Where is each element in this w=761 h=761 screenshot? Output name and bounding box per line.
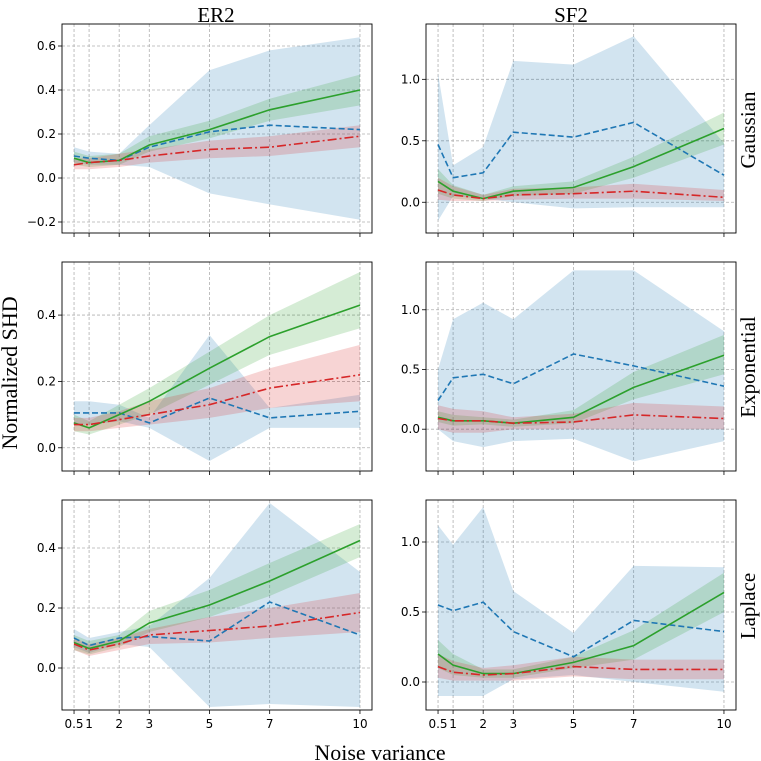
panel-sf2-gaussian: 0.0 0.5 1.0 xyxy=(401,23,737,237)
green-solid-line xyxy=(73,304,361,429)
y-tick-label: 0.0 xyxy=(37,441,56,455)
blue-dashed-line xyxy=(437,121,725,179)
series-group xyxy=(437,270,725,462)
blue-confidence-band xyxy=(438,270,724,462)
y-tick-label: 0.2 xyxy=(37,127,56,141)
blue-confidence-band xyxy=(74,335,360,461)
red-confidence-band xyxy=(74,344,360,432)
y-tick-label: 0.6 xyxy=(37,39,56,53)
y-tick-label: 0.4 xyxy=(37,308,56,322)
green-solid-line xyxy=(73,539,361,650)
x-tick-label: 10 xyxy=(716,717,731,731)
y-axis-label: Normalized SHD xyxy=(0,296,22,449)
x-tick-label: 3 xyxy=(509,717,517,731)
green-confidence-band xyxy=(74,524,360,655)
x-tick-label: 1 xyxy=(449,717,457,731)
y-tick-label: 0.4 xyxy=(37,541,56,555)
labels-group: ER2 SF2 Gaussian Exponential Laplace Nor… xyxy=(0,3,760,761)
x-tick-label: 5 xyxy=(570,717,578,731)
y-tick-label: 0.0 xyxy=(401,422,420,436)
blue-dashed-line xyxy=(73,124,361,162)
series-group xyxy=(437,507,725,696)
x-axis-label: Noise variance xyxy=(314,740,445,761)
y-tick-label: 0.0 xyxy=(37,171,56,185)
red-dashdot-line xyxy=(73,611,361,651)
x-tick-label: 10 xyxy=(352,717,367,731)
row-title-laplace: Laplace xyxy=(736,573,760,639)
x-tick-label: 3 xyxy=(145,717,153,731)
blue-dashed-line xyxy=(74,397,361,424)
green-confidence-band xyxy=(74,272,360,435)
x-tick-label: 2 xyxy=(115,717,123,731)
red-confidence-band xyxy=(438,402,724,433)
axes-frame xyxy=(61,261,373,472)
x-tick-label: 0.5 xyxy=(64,717,83,731)
series-group xyxy=(73,37,361,220)
blue-dashed-line xyxy=(437,353,725,401)
blue-dashed-line xyxy=(437,601,725,658)
x-tick-label: 7 xyxy=(630,717,638,731)
red-dashdot-line xyxy=(73,135,361,166)
panel-er2-laplace: 0.0 0.2 0.4 0.5 1 2 3 5 7 10 xyxy=(37,499,373,731)
series-group xyxy=(73,272,361,461)
red-dashdot-line xyxy=(437,189,725,200)
green-confidence-band xyxy=(438,334,724,427)
y-tick-label: 0.0 xyxy=(401,675,420,689)
green-solid-line xyxy=(437,127,725,200)
y-tick-label: 0.2 xyxy=(37,601,56,615)
x-tick-label: 0.5 xyxy=(428,717,447,731)
axes-frame xyxy=(61,23,373,234)
blue-dashed-line xyxy=(73,601,361,647)
axes-frame xyxy=(61,499,373,711)
y-tick-label: −0.2 xyxy=(27,215,56,229)
row-title-gaussian: Gaussian xyxy=(736,91,760,168)
panel-sf2-exponential: 0.0 0.5 1.0 xyxy=(401,261,737,475)
y-tick-label: 0.5 xyxy=(401,362,420,376)
y-tick-label: 1.0 xyxy=(401,303,420,317)
axes-frame xyxy=(425,23,737,234)
panel-er2-gaussian: −0.2 0.0 0.2 0.4 0.6 xyxy=(27,23,373,237)
red-dashdot-line xyxy=(437,414,725,425)
red-dashdot-line xyxy=(74,374,361,426)
panels-group: −0.2 0.0 0.2 0.4 0.6 0.0 0.5 1.0 0.0 0.2 0.4 0.0 0.5… xyxy=(27,23,737,731)
green-confidence-band xyxy=(74,74,360,167)
axes-frame xyxy=(425,499,737,711)
red-confidence-band xyxy=(74,125,360,170)
x-tick-label: 7 xyxy=(266,717,274,731)
row-title-exponential: Exponential xyxy=(736,316,760,418)
x-tick-label: 1 xyxy=(85,717,93,731)
blue-confidence-band xyxy=(74,503,360,707)
y-tick-label: 0.0 xyxy=(401,195,420,209)
green-solid-line xyxy=(73,89,361,164)
green-confidence-band xyxy=(438,112,724,201)
column-title-sf2: SF2 xyxy=(554,3,588,27)
panel-sf2-laplace: 0.00.51.00.5 1 2 3 5 7 10 xyxy=(401,499,737,731)
x-tick-label: 2 xyxy=(479,717,487,731)
blue-confidence-band xyxy=(74,37,360,220)
y-tick-label: 0.0 xyxy=(37,661,56,675)
panel-er2-exponential: 0.0 0.2 0.4 xyxy=(37,261,373,475)
column-title-er2: ER2 xyxy=(197,3,234,27)
series-group xyxy=(73,503,361,707)
series-group xyxy=(437,36,725,221)
blue-confidence-band xyxy=(438,507,724,696)
red-dashdot-line xyxy=(437,665,724,676)
y-tick-label: 1.0 xyxy=(401,72,420,86)
y-tick-label: 0.4 xyxy=(37,83,56,97)
blue-confidence-band xyxy=(438,36,724,221)
y-tick-label: 1.0 xyxy=(401,535,420,549)
y-tick-label: 0.5 xyxy=(401,134,420,148)
x-tick-label: 5 xyxy=(206,717,214,731)
y-tick-label: 0.5 xyxy=(401,605,420,619)
y-tick-label: 0.2 xyxy=(37,374,56,388)
axes-frame xyxy=(425,261,737,472)
